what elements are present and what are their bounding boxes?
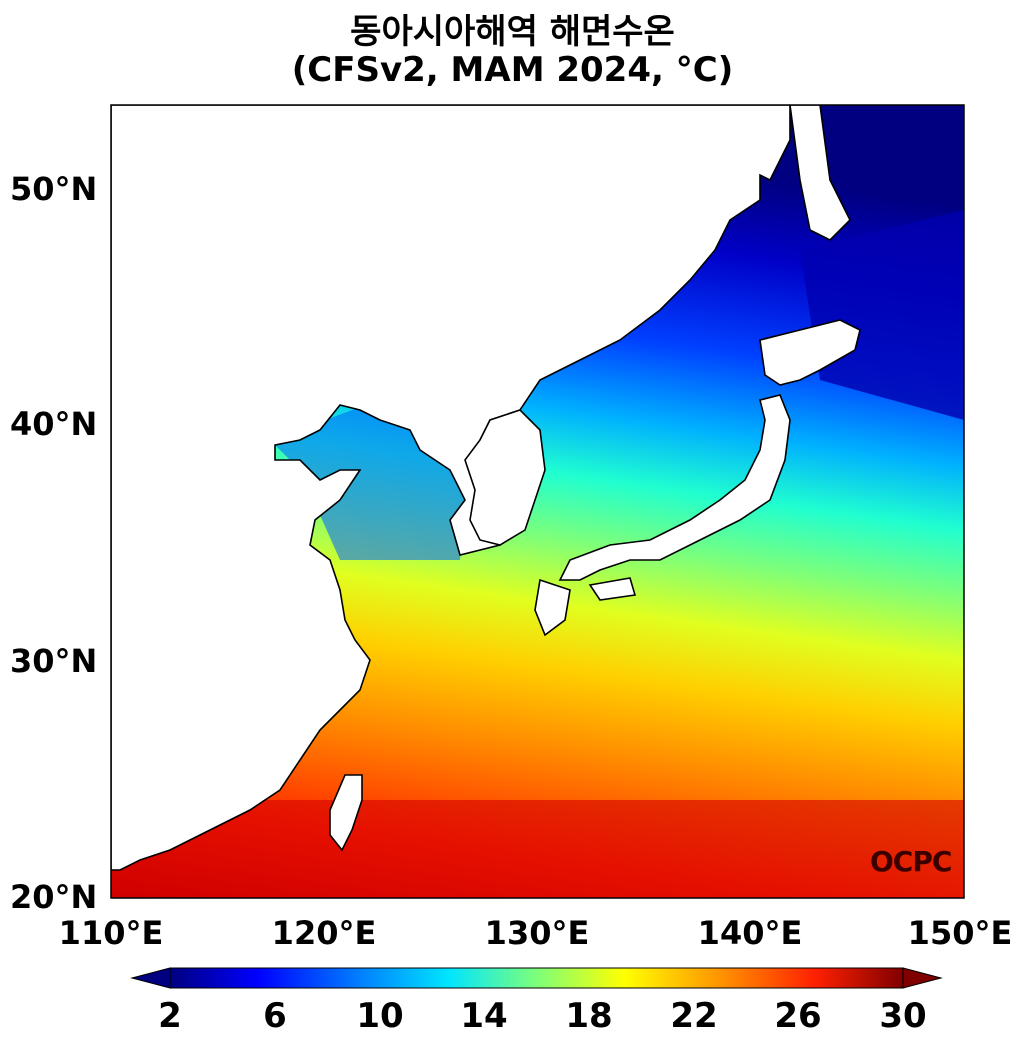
colorbar-tick-26: 26 — [774, 996, 822, 1036]
lat-label-40: 40°N — [10, 405, 98, 443]
colorbar-max-extend — [902, 967, 943, 989]
lat-label-30: 30°N — [10, 642, 98, 680]
colorbar-tick-10: 10 — [356, 996, 404, 1036]
colorbar-tick-14: 14 — [460, 996, 508, 1036]
lat-label-50: 50°N — [10, 170, 98, 208]
chart-title-line2: (CFSv2, MAM 2024, °C) — [291, 50, 734, 90]
sst-field — [111, 105, 964, 898]
lon-label-130: 130°E — [484, 914, 590, 952]
colorbar-tick-18: 18 — [565, 996, 613, 1036]
colorbar-min-extend — [130, 967, 171, 989]
lon-label-120: 120°E — [271, 914, 377, 952]
land-mask — [111, 105, 861, 871]
colorbar — [130, 967, 943, 989]
colorbar-tick-22: 22 — [670, 996, 718, 1036]
lon-label-150: 150°E — [907, 914, 1013, 952]
colorbar-tick-30: 30 — [879, 996, 927, 1036]
lon-label-140: 140°E — [697, 914, 803, 952]
colorbar-tick-6: 6 — [263, 996, 287, 1036]
lat-label-20: 20°N — [10, 878, 98, 916]
map-frame — [110, 104, 965, 899]
colorbar-tick-2: 2 — [158, 996, 182, 1036]
chart-title-line1: 동아시아해역 해면수온 — [350, 12, 675, 52]
ocpc-watermark: OCPC — [870, 845, 952, 878]
lon-label-110: 110°E — [58, 914, 164, 952]
